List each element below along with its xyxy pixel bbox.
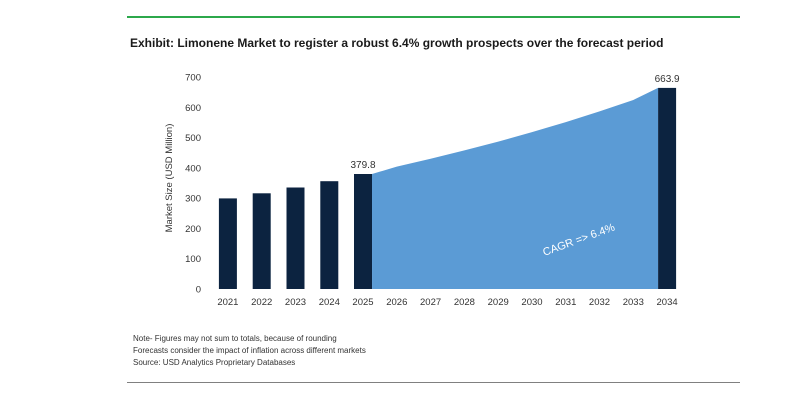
y-tick-700: 700 [185,73,201,84]
forecast-area [372,87,659,290]
footnotes: Note- Figures may not sum to totals, bec… [133,333,366,369]
y-tick-200: 200 [185,224,201,235]
bar-2023 [286,187,305,289]
y-tick-400: 400 [185,163,201,174]
data-label-2034: 663.9 [655,74,680,85]
x-tick-2033: 2033 [623,297,644,308]
x-tick-2023: 2023 [285,297,306,308]
bar-2025 [354,174,372,289]
note-source: Source: USD Analytics Proprietary Databa… [133,358,296,367]
x-tick-2032: 2032 [589,297,610,308]
bar-2024 [320,181,339,289]
x-tick-2021: 2021 [217,297,238,308]
x-tick-2025: 2025 [352,297,373,308]
x-tick-2034: 2034 [657,297,678,308]
x-tick-2026: 2026 [386,297,407,308]
bar-2021 [218,198,237,289]
bottom-rule [127,382,740,383]
x-tick-2029: 2029 [488,297,509,308]
note-inflation: Forecasts consider the impact of inflati… [133,346,366,355]
x-tick-2027: 2027 [420,297,441,308]
x-tick-2024: 2024 [319,297,340,308]
x-tick-2022: 2022 [251,297,272,308]
chart-title: Exhibit: Limonene Market to register a r… [130,36,664,50]
top-rule [127,16,740,18]
x-tick-2031: 2031 [555,297,576,308]
x-tick-2030: 2030 [521,297,542,308]
y-tick-500: 500 [185,133,201,144]
bar-2034 [658,87,677,290]
y-axis-label: Market Size (USD Million) [164,124,175,233]
y-tick-600: 600 [185,103,201,114]
y-tick-100: 100 [185,254,201,265]
y-tick-300: 300 [185,194,201,205]
data-label-2025: 379.8 [350,160,375,171]
x-tick-2028: 2028 [454,297,475,308]
y-tick-0: 0 [196,285,201,296]
note-rounding: Note- Figures may not sum to totals, bec… [133,334,337,343]
bar-2022 [252,193,271,289]
